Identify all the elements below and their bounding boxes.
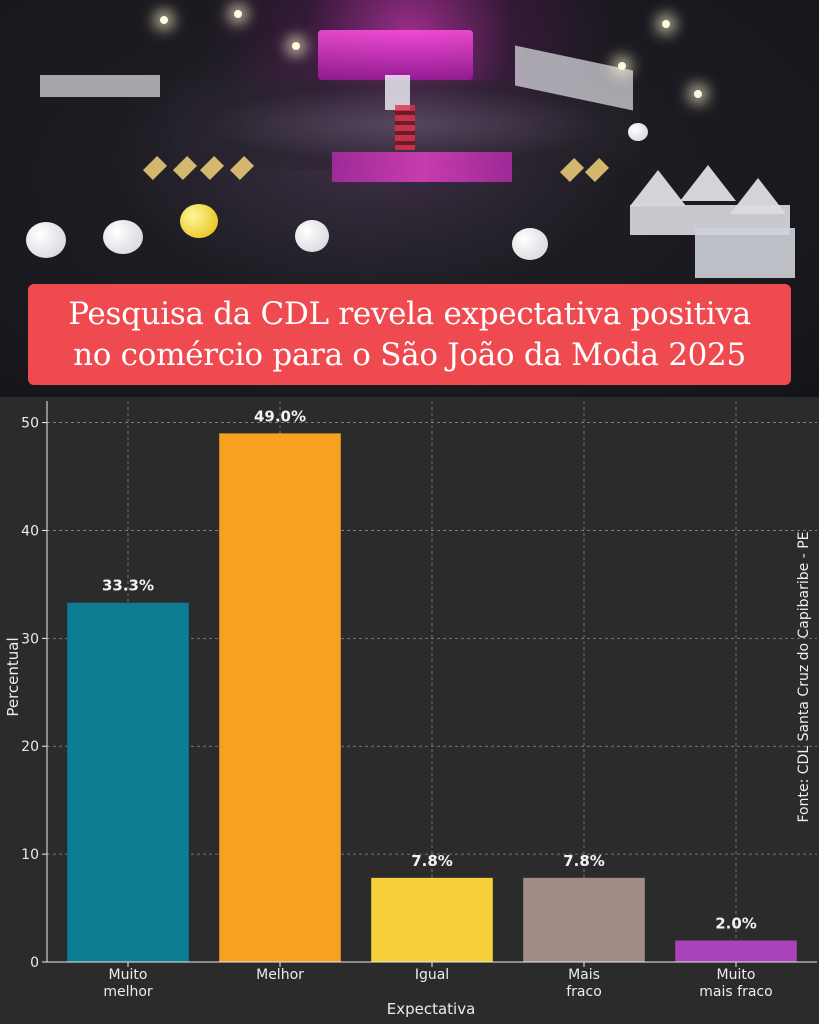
axes: 0 10 20 30 40 50 Muito melhor Melhor Igual Mais fra… xyxy=(21,401,817,1000)
x-tick-label: Melhor xyxy=(256,967,304,983)
source-note: Fonte: CDL Santa Cruz do Capibaribe - PE xyxy=(796,531,812,822)
bar-value-label: 49.0% xyxy=(254,407,306,425)
bar xyxy=(371,877,493,962)
bar-value-label: 33.3% xyxy=(102,577,154,595)
y-tick-label: 40 xyxy=(21,523,39,539)
bar xyxy=(675,940,797,962)
bar-value-label: 2.0% xyxy=(715,914,757,932)
headline-banner: Pesquisa da CDL revela expectativa posit… xyxy=(28,284,791,385)
x-tick-label: Mais fraco xyxy=(566,967,602,1000)
x-tick-label: Muito melhor xyxy=(103,967,153,1000)
y-tick-label: 0 xyxy=(30,955,39,971)
bar xyxy=(219,433,341,963)
bar-chart-panel: 33.3% 49.0% 7.8% 7.8% 2.0% 0 10 20 30 40 50 Muito m… xyxy=(0,397,819,1024)
bar xyxy=(523,877,645,962)
bar-value-label: 7.8% xyxy=(563,852,605,870)
y-tick-label: 30 xyxy=(21,631,39,647)
x-axis-label: Expectativa xyxy=(387,1000,476,1018)
bar-chart: 33.3% 49.0% 7.8% 7.8% 2.0% 0 10 20 30 40 50 Muito m… xyxy=(4,401,817,1018)
bar-value-label: 7.8% xyxy=(411,852,453,870)
x-tick-label: Igual xyxy=(415,967,449,983)
headline-text: Pesquisa da CDL revela expectativa posit… xyxy=(68,296,751,373)
y-tick-label: 10 xyxy=(21,847,39,863)
y-tick-label: 20 xyxy=(21,739,39,755)
bar xyxy=(67,602,189,962)
bars: 33.3% 49.0% 7.8% 7.8% 2.0% xyxy=(67,407,797,963)
y-axis-label: Percentual xyxy=(4,637,22,716)
y-tick-label: 50 xyxy=(21,416,39,432)
x-tick-label: Muito mais fraco xyxy=(699,967,772,1000)
